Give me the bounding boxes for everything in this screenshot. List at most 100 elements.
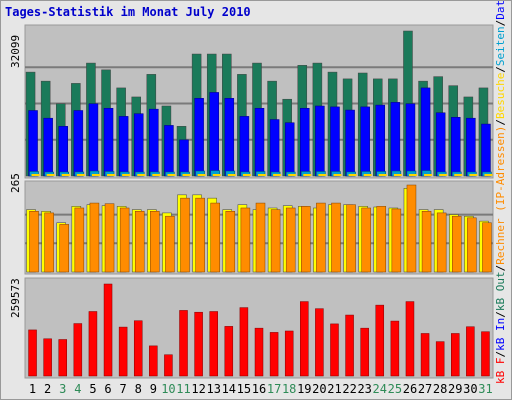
- bar-besuche-top-day-24: [378, 174, 387, 176]
- bar-kbf-day-1: [28, 329, 37, 377]
- bar-kbf-day-28: [435, 341, 445, 377]
- bar-besuche-day-24: [376, 206, 387, 273]
- legend-separator: /: [494, 20, 507, 27]
- bar-besuche-day-1: [29, 211, 39, 273]
- bar-besuche-day-26: [406, 184, 417, 273]
- bar-dateien-day-11: [179, 139, 189, 177]
- bar-besuche-top-day-11: [182, 174, 191, 176]
- bar-besuche-top-day-29: [454, 174, 463, 176]
- bar-dateien-day-14: [224, 98, 235, 177]
- bar-besuche-top-day-9: [152, 174, 161, 176]
- bar-besuche-top-day-5: [91, 174, 100, 176]
- bar-besuche-day-31: [482, 222, 492, 273]
- day-labels: 1 2 3 4 5 6 7 8 9 10 11 12 13 14 15 16 17 18 19 20 21 22 23 24 2…: [29, 382, 493, 396]
- bar-besuche-day-23: [361, 207, 371, 273]
- bar-besuche-day-19: [301, 206, 311, 273]
- bar-besuche-top-day-3: [61, 174, 70, 176]
- bar-besuche-day-16: [255, 202, 266, 273]
- bar-dateien-day-7: [118, 116, 129, 177]
- legend-separator: /: [494, 119, 507, 126]
- bar-besuche-day-8: [134, 211, 145, 273]
- bar-dateien-day-9: [149, 108, 159, 177]
- bar-besuche-top-day-6: [107, 174, 116, 176]
- bar-dateien-day-19: [300, 107, 310, 177]
- bar-besuche-top-day-23: [363, 174, 372, 176]
- bar-kbf-day-3: [58, 339, 67, 377]
- day-label-24: 24: [373, 382, 387, 396]
- day-label-22: 22: [342, 382, 356, 396]
- bar-dateien-day-28: [435, 112, 446, 177]
- bar-besuche-day-12: [195, 197, 205, 273]
- bar-besuche-top-day-14: [227, 174, 236, 176]
- middle-panel: [24, 180, 494, 275]
- bar-besuche-top-day-19: [303, 174, 312, 176]
- bar-kbf-day-31: [481, 331, 490, 377]
- legend-entry-3: kB Out: [494, 271, 507, 311]
- day-label-16: 16: [252, 382, 266, 396]
- day-label-7: 7: [120, 382, 127, 396]
- bar-besuche-top-day-10: [167, 174, 176, 176]
- bar-dateien-day-24: [375, 104, 386, 177]
- bar-besuche-top-day-12: [197, 174, 206, 176]
- chart-title: Tages-Statistik im Monat July 2010: [5, 5, 251, 19]
- day-label-12: 12: [191, 382, 205, 396]
- middle-max-label: 265: [9, 173, 22, 193]
- bar-dateien-day-26: [405, 103, 416, 177]
- bar-besuche-day-15: [240, 207, 251, 273]
- legend-separator: /: [494, 66, 507, 73]
- bar-dateien-day-16: [254, 107, 265, 177]
- bar-dateien-day-21: [330, 106, 340, 177]
- bar-kbf-day-5: [88, 311, 98, 377]
- bar-besuche-day-27: [421, 211, 432, 273]
- day-label-23: 23: [357, 382, 371, 396]
- bar-dateien-day-27: [420, 87, 431, 177]
- bar-besuche-day-11: [180, 197, 190, 273]
- day-label-20: 20: [312, 382, 326, 396]
- bar-besuche-day-29: [452, 215, 462, 273]
- bottom-panel: [24, 277, 494, 379]
- bar-besuche-day-25: [391, 208, 402, 273]
- bar-dateien-day-20: [315, 105, 325, 177]
- bar-kbf-day-2: [43, 338, 52, 377]
- bar-besuche-day-14: [225, 211, 236, 273]
- bar-kbf-day-8: [133, 320, 143, 377]
- top-max-label: 32099: [9, 35, 22, 68]
- bar-kbf-day-23: [360, 327, 369, 377]
- bar-besuche-top-day-2: [46, 174, 55, 176]
- bar-besuche-day-22: [346, 204, 356, 273]
- bar-kbf-day-12: [194, 311, 203, 377]
- bar-besuche-day-13: [210, 202, 220, 273]
- day-label-11: 11: [176, 382, 190, 396]
- bar-besuche-top-day-8: [137, 174, 146, 176]
- bar-kbf-day-11: [179, 310, 188, 377]
- day-label-29: 29: [448, 382, 462, 396]
- bar-dateien-day-23: [360, 106, 370, 177]
- bar-dateien-day-22: [345, 109, 355, 177]
- day-label-19: 19: [297, 382, 311, 396]
- bar-dateien-day-6: [103, 107, 114, 177]
- bar-dateien-day-3: [58, 126, 68, 177]
- bar-dateien-day-30: [466, 117, 476, 177]
- bar-besuche-top-day-15: [242, 174, 251, 176]
- bar-kbf-day-10: [164, 354, 173, 377]
- day-label-31: 31: [478, 382, 492, 396]
- legend-entry-4: Rechner (IP-Adressen): [494, 126, 507, 265]
- bar-kbf-day-19: [300, 301, 309, 377]
- bar-besuche-top-day-7: [122, 174, 131, 176]
- legend-separator: /: [494, 265, 507, 272]
- bar-besuche-top-day-1: [31, 174, 40, 176]
- day-label-5: 5: [89, 382, 96, 396]
- day-label-2: 2: [44, 382, 51, 396]
- bar-besuche-top-day-25: [393, 174, 402, 176]
- legend-entry-5: Besuche: [494, 73, 507, 119]
- bar-kbf-day-16: [254, 327, 264, 377]
- bar-besuche-top-day-31: [484, 174, 493, 176]
- bar-kbf-day-20: [315, 308, 324, 377]
- bar-dateien-day-12: [194, 98, 204, 177]
- bar-besuche-top-day-22: [348, 174, 357, 176]
- day-label-25: 25: [388, 382, 402, 396]
- bar-dateien-day-8: [133, 113, 144, 177]
- bar-besuche-day-4: [74, 207, 85, 273]
- day-label-4: 4: [74, 382, 81, 396]
- day-label-26: 26: [403, 382, 417, 396]
